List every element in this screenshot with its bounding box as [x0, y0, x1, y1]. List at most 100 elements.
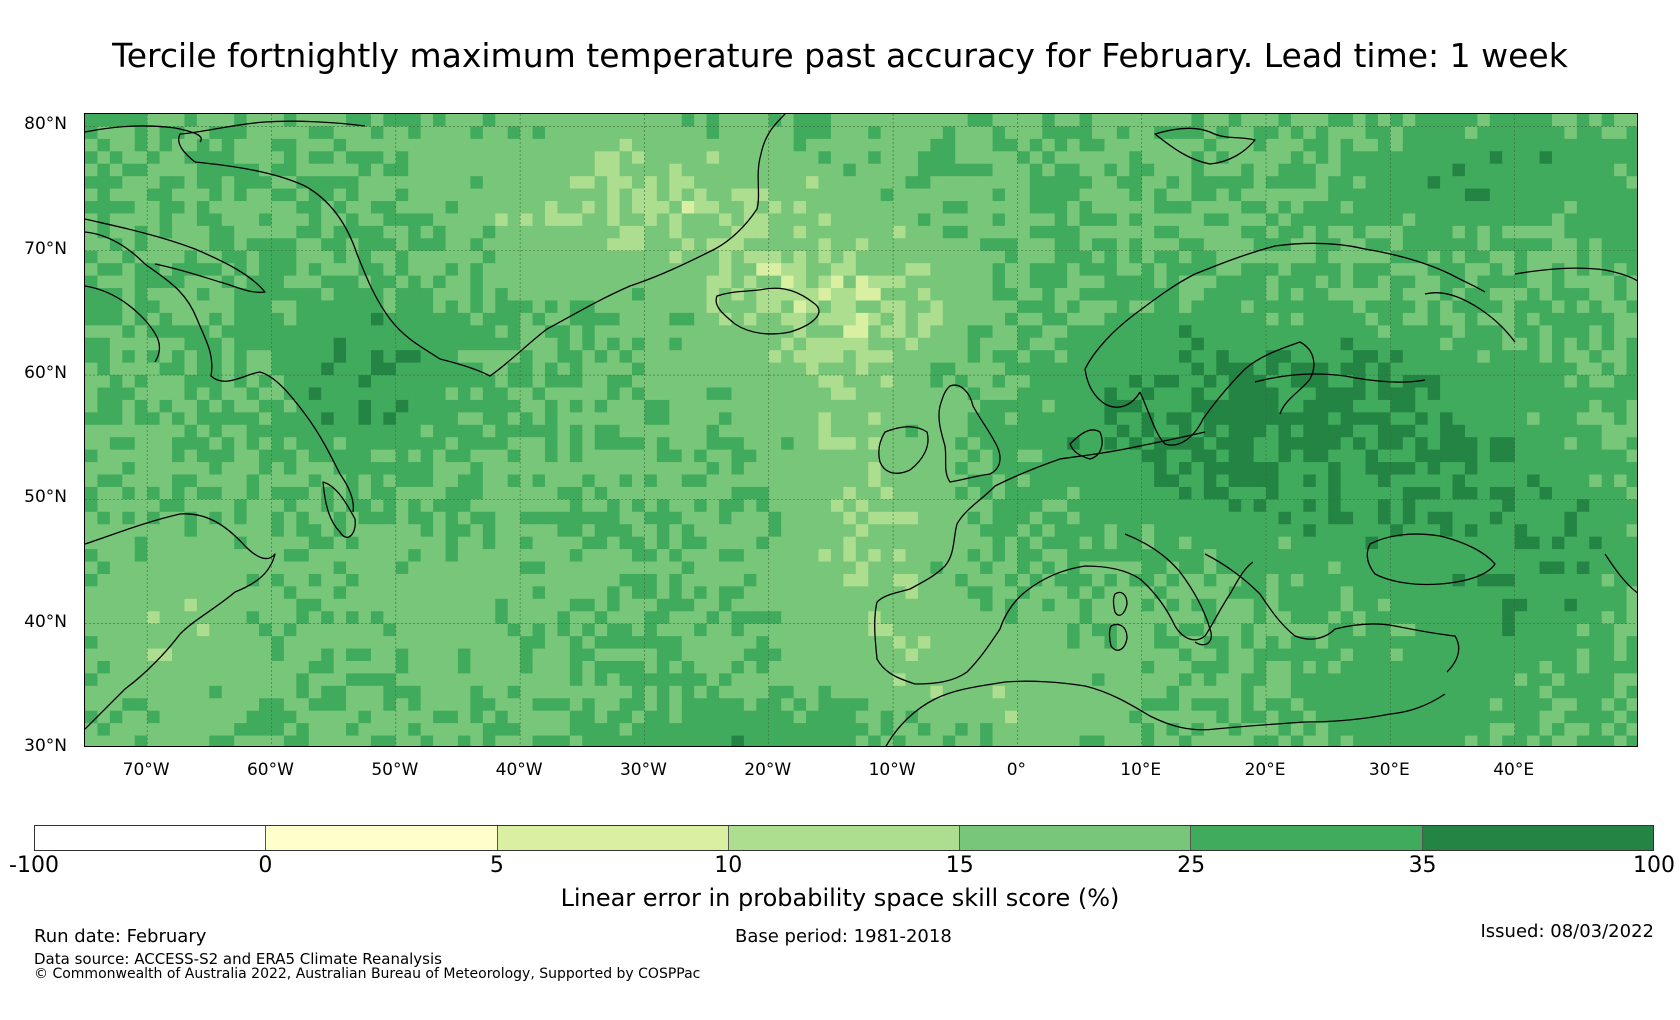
skill-cell [358, 598, 372, 612]
skill-cell [1614, 561, 1628, 575]
skill-cell [619, 511, 633, 525]
skill-cell [1415, 250, 1429, 264]
skill-cell [569, 337, 583, 351]
skill-cell [893, 399, 907, 413]
skill-cell [184, 387, 198, 401]
skill-cell [259, 288, 273, 302]
skill-cell [1216, 312, 1230, 326]
skill-cell [980, 449, 994, 463]
skill-cell [1290, 163, 1304, 177]
skill-cell [1203, 474, 1217, 488]
skill-cell [221, 598, 235, 612]
skill-cell [159, 151, 173, 165]
skill-cell [880, 126, 894, 140]
skill-cell [1477, 176, 1491, 190]
skill-cell [731, 151, 745, 165]
skill-cell [1502, 511, 1516, 525]
skill-cell [1253, 486, 1267, 500]
skill-cell [457, 524, 471, 538]
skill-cell [1067, 325, 1081, 339]
skill-cell [1029, 486, 1043, 500]
skill-cell [607, 449, 621, 463]
skill-cell [1527, 114, 1541, 128]
skill-cell [321, 424, 335, 438]
skill-cell [1315, 201, 1329, 215]
skill-cell [321, 362, 335, 376]
skill-cell [1328, 312, 1342, 326]
skill-cell [1576, 288, 1590, 302]
skill-cell [1328, 499, 1342, 513]
skill-cell [619, 350, 633, 364]
skill-cell [632, 325, 646, 339]
skill-cell [1303, 337, 1317, 351]
skill-cell [1191, 188, 1205, 202]
skill-cell [470, 586, 484, 600]
skill-cell [482, 138, 496, 152]
skill-cell [1601, 201, 1615, 215]
skill-cell [308, 462, 322, 476]
skill-cell [134, 213, 148, 227]
skill-cell [1266, 263, 1280, 277]
skill-cell [1527, 536, 1541, 550]
skill-cell [1216, 549, 1230, 563]
skill-cell [1017, 524, 1031, 538]
skill-cell [607, 188, 621, 202]
skill-cell [408, 474, 422, 488]
skill-cell [1067, 176, 1081, 190]
skill-cell [955, 188, 969, 202]
skill-cell [1514, 350, 1528, 364]
skill-cell [743, 114, 757, 128]
skill-cell [507, 138, 521, 152]
skill-cell [1365, 437, 1379, 451]
skill-cell [980, 126, 994, 140]
skill-cell [97, 511, 111, 525]
skill-cell [955, 325, 969, 339]
skill-cell [234, 201, 248, 215]
skill-cell [1315, 462, 1329, 476]
skill-cell [395, 561, 409, 575]
skill-cell [594, 263, 608, 277]
skill-cell [482, 524, 496, 538]
skill-cell [1253, 188, 1267, 202]
skill-cell [1179, 362, 1193, 376]
skill-cell [706, 126, 720, 140]
skill-cell [1241, 375, 1255, 389]
skill-cell [1216, 238, 1230, 252]
skill-cell [806, 387, 820, 401]
skill-cell [109, 511, 123, 525]
skill-cell [283, 524, 297, 538]
skill-cell [681, 151, 695, 165]
skill-cell [408, 536, 422, 550]
skill-cell [1017, 176, 1031, 190]
skill-cell [1489, 536, 1503, 550]
skill-cell [1564, 201, 1578, 215]
skill-cell [1452, 300, 1466, 314]
skill-cell [669, 288, 683, 302]
skill-cell [196, 114, 210, 128]
skill-cell [1216, 275, 1230, 289]
skill-cell [395, 499, 409, 513]
skill-cell [321, 449, 335, 463]
skill-cell [1004, 486, 1018, 500]
skill-cell [1303, 598, 1317, 612]
skill-cell [1079, 176, 1093, 190]
skill-cell [1278, 213, 1292, 227]
skill-cell [1116, 573, 1130, 587]
skill-cell [234, 225, 248, 239]
skill-cell [1377, 126, 1391, 140]
skill-cell [383, 375, 397, 389]
skill-cell [234, 573, 248, 587]
skill-cell [97, 598, 111, 612]
skill-cell [843, 325, 857, 339]
skill-cell [544, 474, 559, 488]
skill-cell [134, 375, 148, 389]
skill-cell [1340, 424, 1354, 438]
skill-cell [731, 238, 745, 252]
skill-cell [544, 549, 559, 563]
skill-cell [1228, 524, 1242, 538]
skill-cell [1203, 387, 1217, 401]
skill-cell [1464, 387, 1478, 401]
skill-cell [1464, 138, 1478, 152]
skill-cell [370, 250, 384, 264]
skill-cell [346, 337, 360, 351]
